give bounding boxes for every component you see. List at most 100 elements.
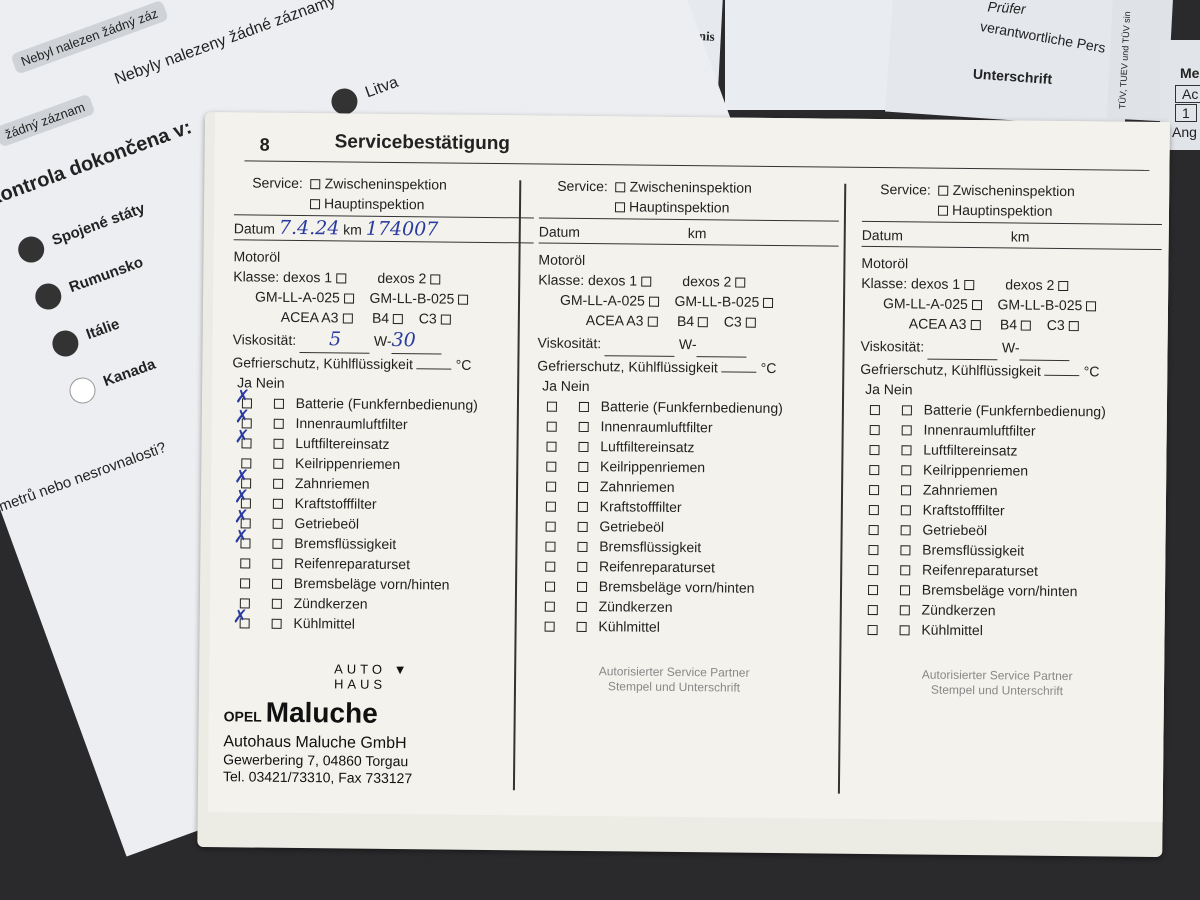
haupt-checkbox[interactable] <box>614 202 626 213</box>
nein-checkbox[interactable] <box>900 565 911 576</box>
ja-checkbox[interactable] <box>546 421 557 432</box>
b4-checkbox[interactable] <box>698 317 709 328</box>
ja-checkbox[interactable] <box>868 505 879 516</box>
ja-checkbox[interactable] <box>241 438 252 449</box>
nein-checkbox[interactable] <box>578 422 589 433</box>
dexos2-checkbox[interactable] <box>1058 281 1069 292</box>
ja-checkbox[interactable] <box>869 465 880 476</box>
gm-a-checkbox[interactable] <box>343 293 354 304</box>
zwischen-checkbox[interactable] <box>615 182 626 193</box>
nein-checkbox[interactable] <box>272 519 283 530</box>
dexos2-checkbox[interactable] <box>430 274 441 285</box>
celsius-label: °C <box>455 356 472 373</box>
ja-checkbox[interactable] <box>868 545 879 556</box>
nein-checkbox[interactable] <box>900 545 911 556</box>
nein-checkbox[interactable] <box>900 525 911 536</box>
gm-b-checkbox[interactable] <box>458 294 469 306</box>
ja-checkbox[interactable] <box>544 581 556 592</box>
dexos1-checkbox[interactable] <box>641 276 652 287</box>
ja-checkbox[interactable] <box>240 558 251 569</box>
ja-checkbox[interactable] <box>544 601 555 612</box>
nein-checkbox[interactable] <box>899 625 910 636</box>
ja-checkbox[interactable] <box>240 538 251 549</box>
ja-checkbox[interactable] <box>869 425 880 436</box>
nein-checkbox[interactable] <box>273 419 284 430</box>
ja-checkbox[interactable] <box>545 501 556 512</box>
nein-checkbox[interactable] <box>271 599 282 610</box>
dexos1-checkbox[interactable] <box>964 280 975 291</box>
nein-checkbox[interactable] <box>577 542 588 553</box>
no-record-chip: žádný záznam <box>0 93 96 148</box>
haupt-checkbox[interactable] <box>937 205 949 217</box>
nein-checkbox[interactable] <box>899 605 910 616</box>
nein-checkbox[interactable] <box>901 445 912 456</box>
nein-checkbox[interactable] <box>577 502 588 513</box>
nein-checkbox[interactable] <box>271 619 282 630</box>
nein-checkbox[interactable] <box>273 459 284 470</box>
item-label: Keilrippenriemen <box>295 454 401 473</box>
acea-checkbox[interactable] <box>342 313 353 324</box>
nein-checkbox[interactable] <box>901 405 912 416</box>
dexos2-checkbox[interactable] <box>735 277 746 288</box>
gm-b-checkbox[interactable] <box>763 298 774 309</box>
nein-checkbox[interactable] <box>578 462 589 473</box>
item-label: Bremsbeläge vorn/hinten <box>598 578 755 596</box>
ja-checkbox[interactable] <box>868 565 879 576</box>
nein-checkbox[interactable] <box>901 485 912 496</box>
nein-checkbox[interactable] <box>577 522 588 533</box>
ja-checkbox[interactable] <box>546 441 557 452</box>
nein-checkbox[interactable] <box>576 582 588 593</box>
ja-checkbox[interactable] <box>545 541 556 552</box>
nein-checkbox[interactable] <box>578 482 589 493</box>
nein-checkbox[interactable] <box>901 425 912 436</box>
nein-checkbox[interactable] <box>578 442 589 453</box>
ja-checkbox[interactable] <box>869 485 880 496</box>
nein-checkbox[interactable] <box>899 585 911 596</box>
nein-checkbox[interactable] <box>273 479 284 490</box>
c3-checkbox[interactable] <box>440 314 451 325</box>
ja-checkbox[interactable] <box>546 461 557 472</box>
ja-checkbox[interactable] <box>546 401 557 412</box>
ja-checkbox[interactable] <box>240 578 251 589</box>
gm-a-checkbox[interactable] <box>648 296 659 308</box>
haupt-checkbox[interactable] <box>309 199 321 210</box>
item-label: Kraftstofffilter <box>599 498 682 516</box>
nein-checkbox[interactable] <box>273 439 284 450</box>
ja-checkbox[interactable] <box>546 481 557 492</box>
gm-a-checkbox[interactable] <box>971 300 982 311</box>
ja-checkbox[interactable] <box>545 561 556 572</box>
dexos1-checkbox[interactable] <box>336 273 347 284</box>
ja-checkbox[interactable] <box>868 525 879 536</box>
ja-checkbox[interactable] <box>545 521 556 532</box>
c3-checkbox[interactable] <box>1068 321 1079 332</box>
ja-checkbox[interactable] <box>239 618 250 629</box>
dexos1-label: dexos 1 <box>910 275 961 292</box>
column-divider <box>837 183 847 794</box>
ja-checkbox[interactable] <box>867 585 879 596</box>
gm-b-checkbox[interactable] <box>1086 301 1097 312</box>
b4-checkbox[interactable] <box>393 314 404 325</box>
ja-checkbox[interactable] <box>867 625 878 636</box>
nein-checkbox[interactable] <box>273 399 284 410</box>
nein-checkbox[interactable] <box>272 499 283 510</box>
ja-checkbox[interactable] <box>867 605 878 616</box>
nein-checkbox[interactable] <box>272 539 283 550</box>
ja-checkbox[interactable] <box>869 445 880 456</box>
zwischen-checkbox[interactable] <box>310 179 321 190</box>
b4-checkbox[interactable] <box>1021 320 1032 331</box>
nein-checkbox[interactable] <box>576 602 587 613</box>
nein-checkbox[interactable] <box>578 402 589 413</box>
nein-checkbox[interactable] <box>576 622 587 633</box>
nein-checkbox[interactable] <box>272 579 283 590</box>
nein-checkbox[interactable] <box>901 465 912 476</box>
acea-checkbox[interactable] <box>647 316 658 328</box>
nein-checkbox[interactable] <box>272 559 283 570</box>
zwischen-checkbox[interactable] <box>938 185 949 197</box>
nein-checkbox[interactable] <box>577 562 588 573</box>
c3-checkbox[interactable] <box>745 317 756 329</box>
service-booklet: 8 Servicebestätigung Service: Zwischenin… <box>197 112 1170 858</box>
acea-checkbox[interactable] <box>970 320 981 331</box>
ja-checkbox[interactable] <box>544 621 555 632</box>
nein-checkbox[interactable] <box>900 505 911 516</box>
ja-checkbox[interactable] <box>869 405 880 416</box>
